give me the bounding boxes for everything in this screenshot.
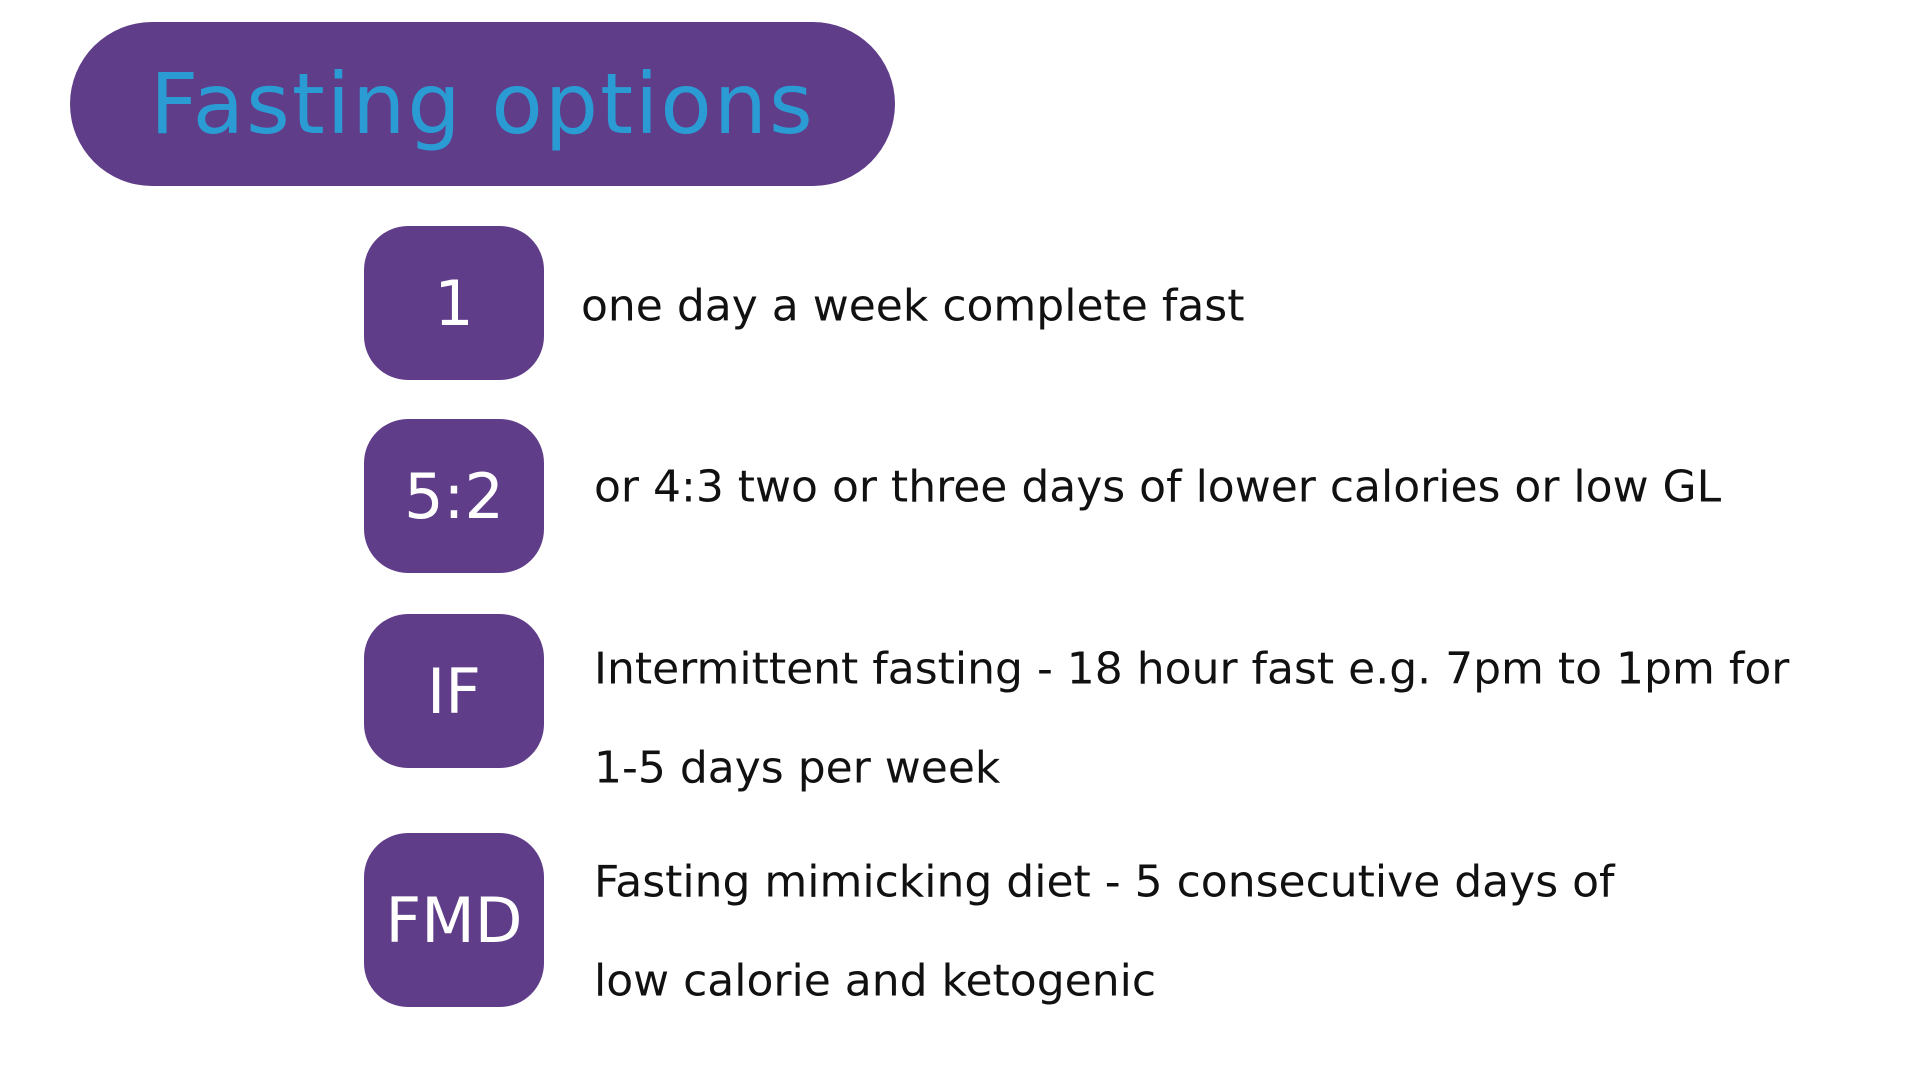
option-badge: IF (364, 614, 544, 768)
title: Fasting options (150, 55, 815, 153)
title-pill (70, 22, 895, 186)
option-text: Fasting mimicking diet - 5 consecutive d… (594, 856, 1615, 908)
option-badge: 1 (364, 226, 544, 380)
option-text: one day a week complete fast (581, 280, 1245, 332)
option-badge: FMD (364, 833, 544, 1007)
option-text: Intermittent fasting - 18 hour fast e.g.… (594, 643, 1790, 695)
option-text: 1-5 days per week (594, 742, 1001, 794)
option-text: low calorie and ketogenic (594, 955, 1157, 1007)
option-text: or 4:3 two or three days of lower calori… (594, 461, 1722, 513)
option-badge: 5:2 (364, 419, 544, 573)
